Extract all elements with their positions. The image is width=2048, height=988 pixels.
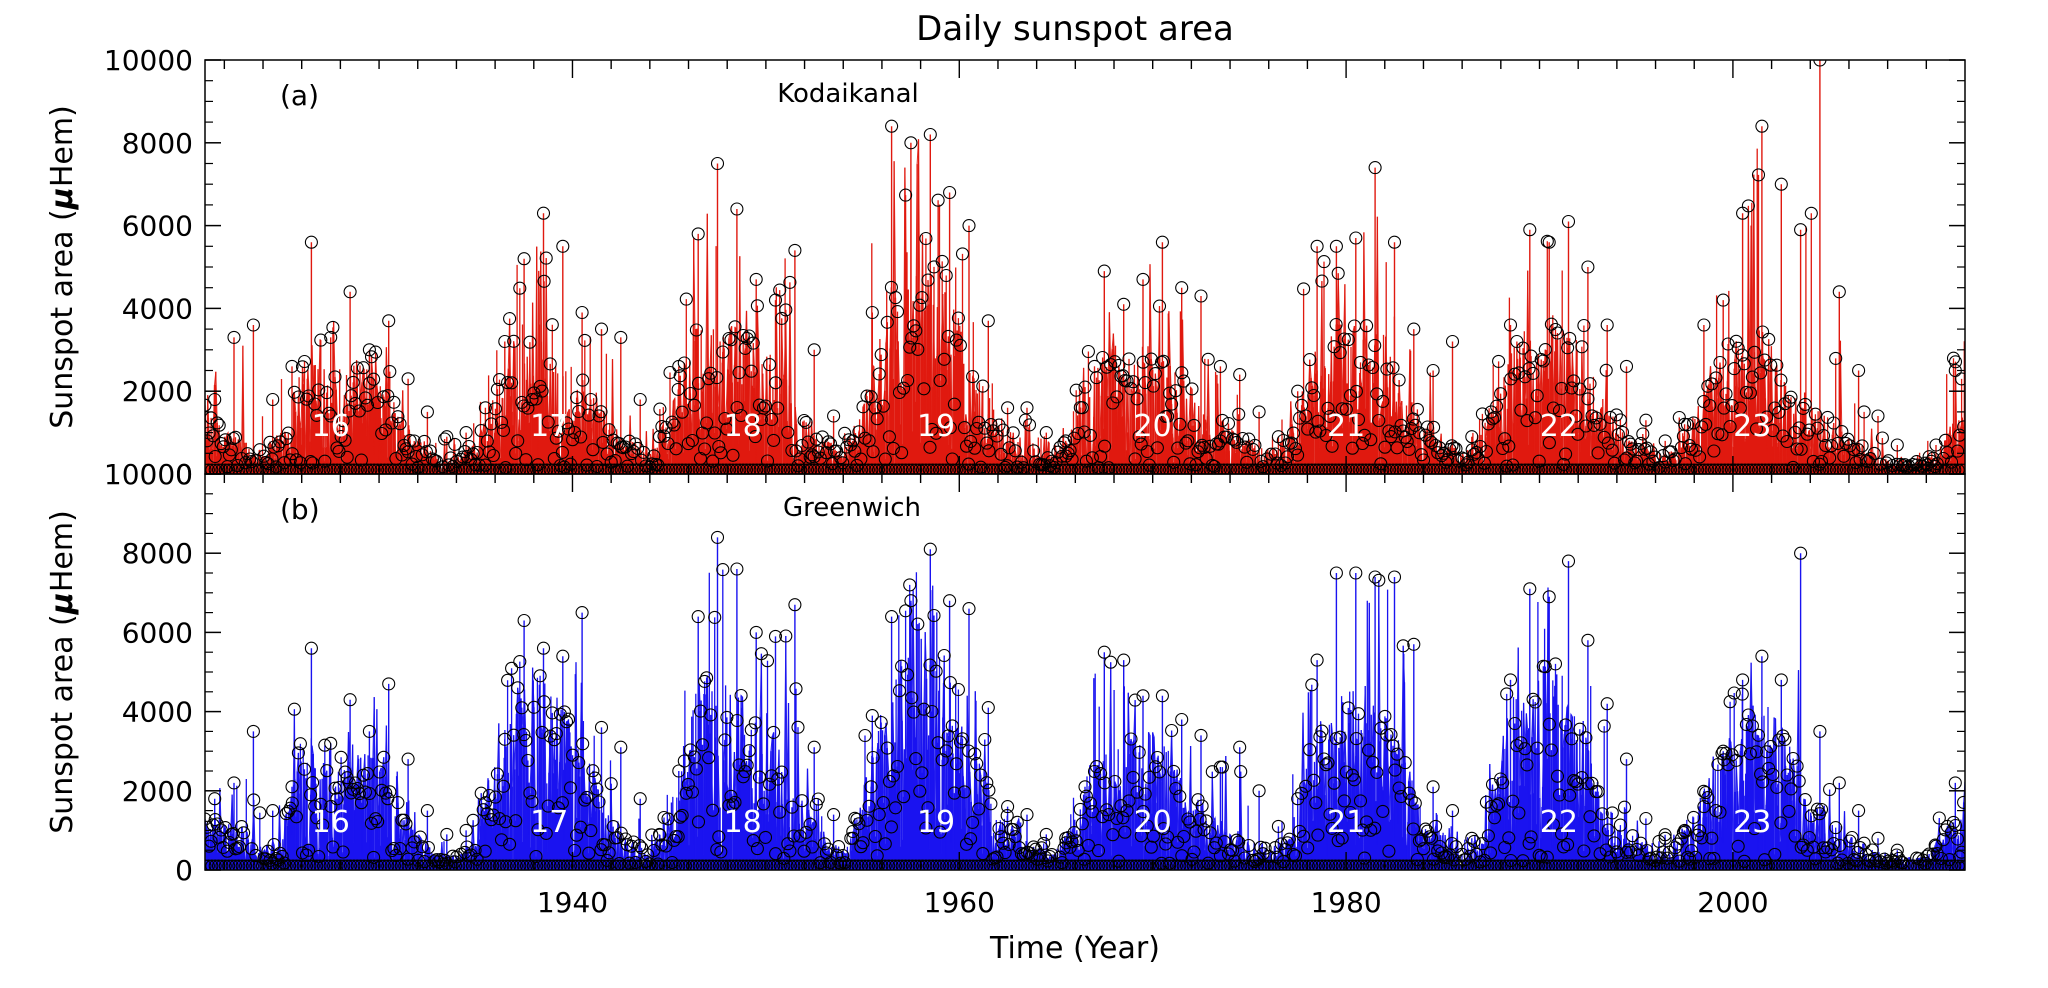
x-tick-label: 1940 — [537, 886, 608, 919]
station-name: Kodaikanal — [777, 79, 919, 109]
y-tick-label: 0 — [175, 458, 193, 491]
y-axis-label: Sunspot area (µHem) — [45, 510, 80, 834]
x-tick-label: 1980 — [1310, 886, 1381, 919]
series-line — [205, 139, 1965, 474]
y-tick-label: 10000 — [104, 458, 193, 491]
y-axis-label-suffix: Hem) — [45, 510, 80, 592]
y-tick-label: 10000 — [104, 44, 193, 77]
panel-kodaikanal: 0 2000 4000 6000 8000 10000 Sunspot area (µHem… — [45, 44, 1966, 491]
cycle-label: 19 — [917, 805, 955, 840]
y-tick-label: 4000 — [122, 696, 193, 729]
series-markers — [205, 60, 1965, 474]
y-axis-label-mu: µ — [45, 187, 80, 210]
figure-title: Daily sunspot area — [916, 9, 1234, 49]
station-name: Greenwich — [783, 493, 921, 523]
cycle-label: 19 — [917, 409, 955, 444]
y-tick-label: 2000 — [122, 775, 193, 808]
cycle-label: 16 — [312, 805, 350, 840]
x-axis-label: Time (Year) — [989, 931, 1160, 966]
cycle-label: 23 — [1733, 805, 1771, 840]
cycle-label: 16 — [312, 409, 350, 444]
cycle-label: 17 — [530, 805, 568, 840]
y-axis-label-prefix: Sunspot area ( — [45, 614, 80, 834]
y-tick-label: 6000 — [122, 210, 193, 243]
y-tick-label: 8000 — [122, 537, 193, 570]
x-tick-label: 1960 — [924, 886, 995, 919]
cycle-label: 22 — [1540, 409, 1578, 444]
y-tick-label: 8000 — [122, 127, 193, 160]
y-tick-label: 4000 — [122, 292, 193, 325]
cycle-label: 20 — [1134, 409, 1172, 444]
y-axis-label-suffix: Hem) — [45, 105, 80, 187]
cycle-label: 21 — [1327, 409, 1365, 444]
cycle-label: 23 — [1733, 409, 1771, 444]
panel-label: (a) — [280, 79, 319, 112]
panel-greenwich: 0 2000 4000 6000 8000 10000 Sunspot area (µHem… — [45, 458, 1966, 887]
y-axis-label-mu: µ — [45, 592, 80, 615]
series-kodaikanal — [205, 60, 1965, 474]
cycle-label: 22 — [1540, 805, 1578, 840]
y-axis-label-prefix: Sunspot area ( — [45, 209, 80, 429]
y-axis-label: Sunspot area (µHem) — [45, 105, 80, 429]
y-tick-label: 6000 — [122, 616, 193, 649]
y-tick-label: 2000 — [122, 375, 193, 408]
series-markers — [205, 530, 1965, 870]
cycle-label: 21 — [1327, 805, 1365, 840]
panel-label: (b) — [280, 493, 320, 526]
cycle-label: 20 — [1134, 805, 1172, 840]
series-greenwich — [205, 530, 1965, 870]
series-line — [205, 580, 1965, 870]
cycle-label: 18 — [724, 805, 762, 840]
x-tick-label: 2000 — [1697, 886, 1768, 919]
cycle-label: 18 — [724, 409, 762, 444]
y-tick-label: 0 — [175, 854, 193, 887]
cycle-label: 17 — [530, 409, 568, 444]
